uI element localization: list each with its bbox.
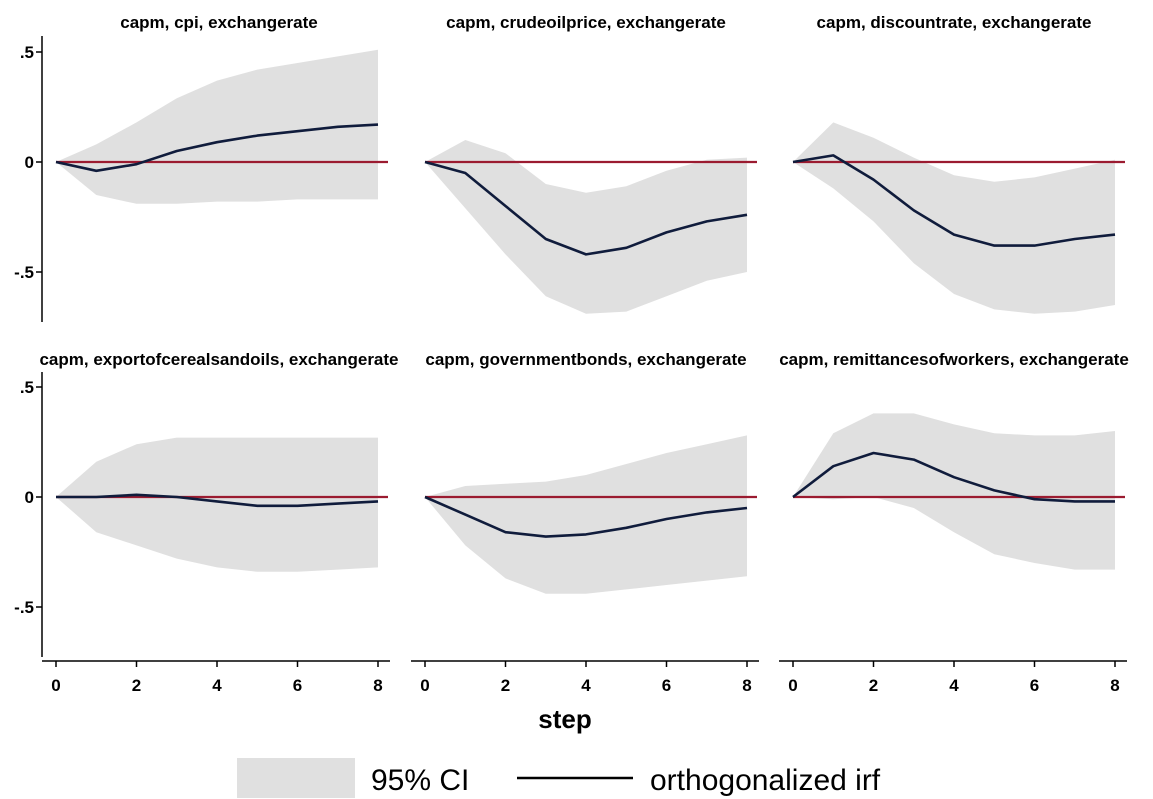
irf-line	[424, 160, 748, 256]
x-tick-label: 8	[1110, 676, 1119, 695]
irf-line	[424, 495, 748, 538]
panel-6: capm, remittancesofworkers, exchangerate…	[779, 350, 1129, 695]
panel-title: capm, cpi, exchangerate	[120, 13, 317, 32]
x-tick-label: 2	[132, 676, 141, 695]
panel-title: capm, exportofcerealsandoils, exchangera…	[39, 350, 398, 369]
panel-5: capm, governmentbonds, exchangerate 0 2 4 6 8	[411, 350, 759, 695]
x-tick-label: 6	[662, 676, 671, 695]
y-tick-label: -.5	[14, 263, 34, 282]
legend: 95% CI orthogonalized irf	[237, 758, 881, 798]
y-tick-label: .5	[20, 43, 34, 62]
x-tick-label: 4	[581, 676, 591, 695]
panel-1: capm, cpi, exchangerate .5 0 -.5	[14, 13, 388, 322]
irf-line	[56, 493, 379, 508]
panel-3: capm, discountrate, exchangerate	[792, 13, 1125, 314]
legend-label-irf: orthogonalized irf	[650, 764, 881, 797]
x-axis-title: step	[538, 704, 591, 734]
x-tick-label: 8	[373, 676, 382, 695]
irf-line	[792, 451, 1115, 503]
y-tick-label: -.5	[14, 598, 34, 617]
x-tick-label: 4	[212, 676, 222, 695]
ci-band	[793, 413, 1115, 570]
panel-title: capm, discountrate, exchangerate	[817, 13, 1092, 32]
ci-band	[793, 122, 1115, 314]
y-tick-label: 0	[25, 153, 34, 172]
panel-title: capm, crudeoilprice, exchangerate	[446, 13, 726, 32]
y-tick-label: 0	[25, 488, 34, 507]
x-tick-label: 4	[949, 676, 959, 695]
x-tick-label: 8	[742, 676, 751, 695]
ci-band	[425, 140, 747, 314]
x-tick-label: 0	[420, 676, 429, 695]
x-tick-label: 0	[788, 676, 797, 695]
x-tick-label: 2	[869, 676, 878, 695]
panel-4: capm, exportofcerealsandoils, exchangera…	[14, 350, 398, 695]
irf-line	[792, 154, 1116, 247]
ci-band	[56, 437, 378, 572]
x-tick-label: 6	[1030, 676, 1039, 695]
panel-title: capm, remittancesofworkers, exchangerate	[779, 350, 1129, 369]
legend-label-ci: 95% CI	[371, 764, 469, 797]
x-tick-label: 0	[51, 676, 60, 695]
y-tick-label: .5	[20, 378, 34, 397]
x-tick-label: 2	[501, 676, 510, 695]
panel-2: capm, crudeoilprice, exchangerate	[424, 13, 757, 314]
x-tick-label: 6	[293, 676, 302, 695]
panel-title: capm, governmentbonds, exchangerate	[425, 350, 746, 369]
irf-line	[55, 123, 379, 173]
legend-swatch-ci	[237, 758, 355, 798]
ci-band	[425, 435, 747, 594]
